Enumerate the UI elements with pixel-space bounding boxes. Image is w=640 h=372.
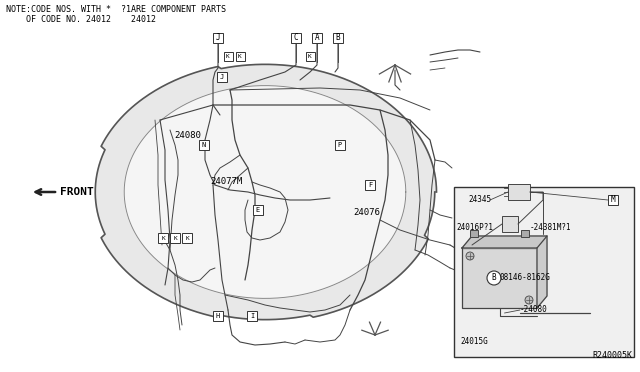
Text: K: K — [161, 235, 165, 241]
Text: K: K — [308, 54, 312, 58]
Bar — [253, 205, 263, 215]
Text: K: K — [173, 235, 177, 241]
Bar — [291, 33, 301, 43]
Polygon shape — [95, 64, 436, 320]
Bar — [333, 33, 343, 43]
Text: K: K — [185, 235, 189, 241]
Bar — [217, 72, 227, 82]
Text: 24016P?1: 24016P?1 — [456, 224, 493, 232]
Bar — [213, 311, 223, 321]
Text: 24015G: 24015G — [460, 337, 488, 346]
Bar — [608, 195, 618, 205]
Text: A: A — [315, 33, 319, 42]
Bar — [470, 230, 478, 237]
Text: B: B — [336, 33, 340, 42]
Bar — [521, 230, 529, 237]
Bar — [508, 184, 530, 200]
Bar — [335, 140, 345, 150]
Text: I: I — [250, 313, 254, 319]
Text: J: J — [220, 74, 224, 80]
Text: OF CODE NO. 24012    24012: OF CODE NO. 24012 24012 — [6, 15, 156, 24]
Text: J: J — [216, 33, 220, 42]
Text: K: K — [226, 54, 230, 58]
Text: C: C — [294, 33, 298, 42]
Bar — [223, 51, 232, 61]
Bar — [213, 33, 223, 43]
Circle shape — [525, 296, 533, 304]
Text: F: F — [368, 182, 372, 188]
Circle shape — [466, 252, 474, 260]
Bar — [236, 51, 244, 61]
Text: FRONT: FRONT — [60, 187, 93, 197]
Text: P: P — [338, 142, 342, 148]
Text: M: M — [611, 196, 615, 205]
Text: NOTE:CODE NOS. WITH *  ?1ARE COMPONENT PARTS: NOTE:CODE NOS. WITH * ?1ARE COMPONENT PA… — [6, 5, 226, 14]
Text: 24076: 24076 — [353, 208, 380, 217]
Bar — [462, 248, 537, 308]
Text: K: K — [238, 54, 242, 58]
Bar — [247, 311, 257, 321]
Text: 24077M: 24077M — [210, 177, 243, 186]
Text: B: B — [492, 273, 496, 282]
Bar — [305, 51, 314, 61]
Text: 24345: 24345 — [468, 196, 491, 205]
Bar — [312, 33, 322, 43]
Text: R240005K: R240005K — [592, 351, 632, 360]
Bar — [365, 180, 375, 190]
Polygon shape — [124, 86, 406, 298]
Bar — [502, 216, 518, 232]
Bar — [454, 187, 634, 357]
Text: E: E — [256, 207, 260, 213]
Text: H: H — [216, 313, 220, 319]
Bar — [199, 140, 209, 150]
Text: 24080: 24080 — [174, 131, 201, 140]
Text: N: N — [202, 142, 206, 148]
Bar — [170, 233, 180, 243]
Polygon shape — [537, 236, 547, 308]
Bar — [182, 233, 192, 243]
Text: -24080: -24080 — [520, 305, 548, 314]
Text: -24381M?1: -24381M?1 — [530, 224, 572, 232]
Polygon shape — [462, 236, 547, 248]
Text: 08146-8162G: 08146-8162G — [500, 273, 551, 282]
Circle shape — [487, 271, 501, 285]
Bar — [158, 233, 168, 243]
